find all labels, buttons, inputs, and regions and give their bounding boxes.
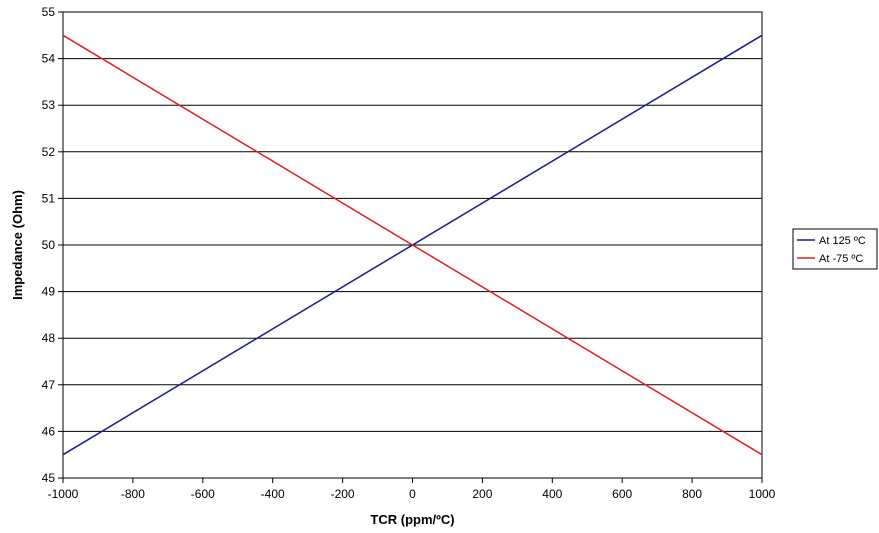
series-lines: [62, 34, 763, 456]
x-tick-label: -400: [261, 487, 285, 501]
y-tick-label: 49: [42, 285, 56, 299]
y-tick-label: 46: [42, 424, 56, 438]
x-tick-label: -600: [191, 487, 215, 501]
x-tick-label: 200: [472, 487, 492, 501]
legend-label: At -75 ºC: [819, 253, 863, 265]
y-tick-label: 52: [42, 145, 56, 159]
y-tick-label: 50: [42, 238, 56, 252]
series-line-2: [62, 34, 763, 456]
y-tick-label: 55: [42, 5, 56, 19]
y-tick-label: 47: [42, 378, 56, 392]
y-tick-label: 45: [42, 471, 56, 485]
y-axis-title: Impedance (Ohm): [10, 190, 25, 300]
y-tick-label: 53: [42, 98, 56, 112]
x-tick-label: -1000: [48, 487, 79, 501]
x-tick-label: 800: [682, 487, 702, 501]
x-axis-ticks: -1000 -800 -600 -400 -200 0 200 400 600 800 1000: [48, 478, 776, 501]
legend: At 125 ºC At -75 ºC: [792, 228, 878, 270]
x-tick-label: 0: [409, 487, 416, 501]
x-axis-title: TCR (ppm/ºC): [370, 512, 454, 527]
y-axis-ticks: 45 46 47 48 49 50 51 52 53 54 55: [42, 5, 63, 485]
y-tick-label: 54: [42, 52, 56, 66]
legend-label: At 125 ºC: [819, 235, 866, 247]
y-tick-label: 51: [42, 191, 56, 205]
plot-area-frame: [62, 11, 763, 479]
x-tick-label: -200: [331, 487, 355, 501]
x-tick-label: 1000: [749, 487, 776, 501]
x-tick-label: -800: [121, 487, 145, 501]
x-tick-label: 400: [542, 487, 562, 501]
legend-box: [792, 228, 878, 270]
x-tick-label: 600: [612, 487, 632, 501]
y-tick-label: 48: [42, 331, 56, 345]
